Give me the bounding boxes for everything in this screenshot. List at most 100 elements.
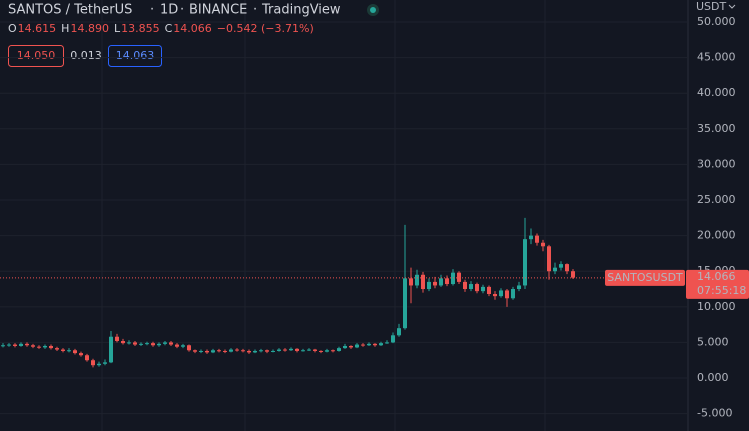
candle-body: [127, 342, 131, 344]
candle-body: [217, 350, 221, 352]
candle-body: [409, 278, 413, 286]
ohlc-key: H: [61, 22, 69, 35]
candle-body: [373, 343, 377, 346]
ohlc-value: 14.615: [18, 22, 57, 35]
candle-body: [295, 348, 299, 351]
candle-body: [397, 328, 401, 336]
candle-body: [289, 348, 293, 351]
candle-body: [79, 353, 83, 356]
candle-body: [193, 350, 197, 352]
candle-body: [301, 350, 305, 352]
y-tick-label: 5.000: [697, 335, 729, 348]
candle-body: [271, 350, 275, 352]
currency[interactable]: USDT: [696, 0, 727, 13]
candle-body: [19, 343, 23, 346]
status-dot: [370, 7, 376, 13]
candle-body: [229, 349, 233, 352]
candle-body: [361, 344, 365, 346]
ohlc-key: C: [165, 22, 173, 35]
candle-body: [517, 285, 521, 290]
candle-body: [547, 246, 551, 272]
candle-body: [163, 342, 167, 344]
candle-body: [487, 286, 491, 295]
candle-body: [511, 289, 515, 299]
candle-body: [421, 274, 425, 290]
interval: 1D: [160, 3, 178, 18]
y-tick-label: 45.000: [697, 51, 736, 64]
candle-body: [121, 340, 125, 344]
candle-body: [565, 264, 569, 272]
candle-body: [307, 349, 311, 351]
candle-body: [571, 271, 575, 278]
candle-body: [553, 267, 557, 272]
candle-body: [439, 278, 443, 286]
ohlc-value: 14.890: [70, 22, 109, 35]
candle-body: [205, 350, 209, 353]
candle-body: [319, 350, 323, 352]
header: SANTOS / TetherUS · 1D · BINANCE · Tradi…: [8, 3, 379, 67]
candle-body: [97, 363, 101, 366]
candle-body: [475, 284, 479, 292]
y-tick-label: 40.000: [697, 86, 736, 99]
candle-body: [37, 346, 41, 348]
y-tick-label: -5.000: [697, 407, 732, 420]
candle-body: [7, 344, 11, 346]
candle-body: [157, 343, 161, 346]
bid: 14.050: [17, 49, 56, 62]
price-label: 14.066: [697, 270, 736, 283]
candle-body: [337, 348, 341, 351]
ohlc-key: L: [114, 22, 121, 35]
candle-body: [55, 348, 59, 350]
separator: ·: [253, 3, 257, 18]
exchange: BINANCE: [189, 3, 247, 18]
separator: ·: [150, 3, 154, 18]
candle-body: [13, 344, 17, 346]
candle-body: [283, 349, 287, 351]
candle-body: [367, 343, 371, 346]
candle-body: [523, 239, 527, 286]
candle-body: [277, 349, 281, 351]
candle-body: [481, 286, 485, 292]
candle-body: [103, 362, 107, 364]
candle-body: [199, 350, 203, 352]
y-tick-label: 30.000: [697, 157, 736, 170]
candle-body: [499, 290, 503, 297]
candle-body: [385, 342, 389, 344]
candle-body: [265, 350, 269, 352]
ohlc-value: 13.855: [121, 22, 160, 35]
candle-body: [241, 350, 245, 352]
ohlc-row: O 14.615 H 14.890 L 13.855 C 14.066 −0.542 (−3.7…: [8, 22, 314, 35]
candle-body: [331, 350, 335, 352]
separator: ·: [180, 3, 184, 18]
candle-body: [259, 350, 263, 352]
price-label-box: [686, 269, 749, 299]
ask: 14.063: [116, 49, 155, 62]
source: TradingView: [261, 3, 341, 18]
candle-body: [151, 343, 155, 346]
ask-box[interactable]: [108, 45, 162, 67]
candle-body: [493, 294, 497, 297]
candle-body: [457, 272, 461, 282]
ohlc-value: 14.066: [173, 22, 212, 35]
candle-body: [433, 281, 437, 286]
vertical-grid: [101, 0, 546, 431]
spread: 0.013: [70, 49, 102, 62]
candle-body: [469, 284, 473, 290]
candle-body: [403, 278, 407, 329]
candle-body: [181, 345, 185, 347]
candle-body: [67, 350, 71, 352]
candle-body: [73, 350, 77, 354]
y-tick-label: 50.000: [697, 15, 736, 28]
candle-body: [313, 349, 317, 351]
bid-box[interactable]: [8, 45, 64, 67]
candle-body: [211, 350, 215, 353]
countdown: 07:55:18: [697, 284, 746, 297]
y-tick-label: 25.000: [697, 193, 736, 206]
y-tick-label: 35.000: [697, 122, 736, 135]
candle-body: [349, 345, 353, 348]
candle-body: [175, 344, 179, 347]
candle-body: [535, 235, 539, 243]
candle-body: [379, 343, 383, 346]
candle-body: [559, 264, 563, 268]
